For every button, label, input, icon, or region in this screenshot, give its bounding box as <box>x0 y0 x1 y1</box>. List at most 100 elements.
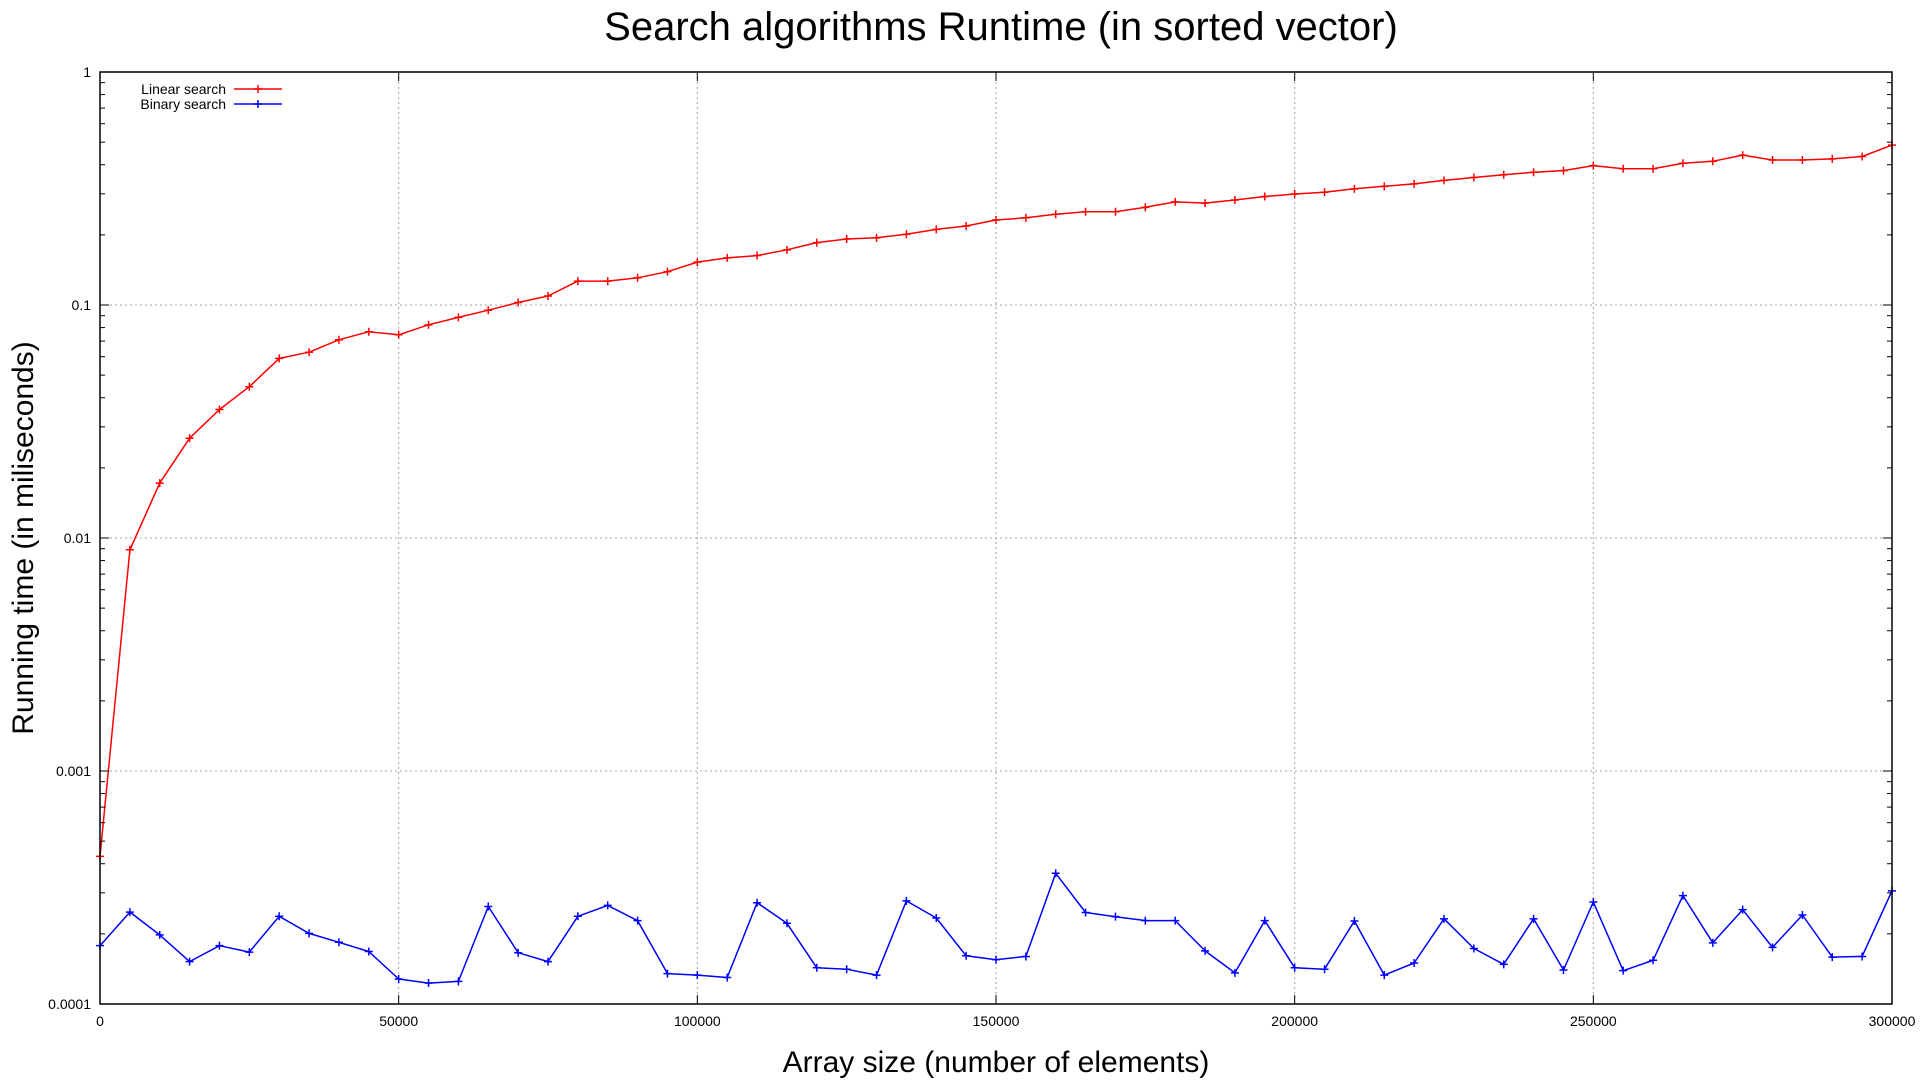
data-point <box>424 979 433 988</box>
data-point <box>573 912 582 921</box>
data-point <box>1320 965 1329 974</box>
data-point <box>782 919 791 928</box>
data-point <box>484 902 493 911</box>
data-point <box>1619 164 1628 173</box>
data-point <box>125 545 134 554</box>
y-tick-label: 0.001 <box>56 763 91 779</box>
data-point <box>1350 184 1359 193</box>
data-point <box>1171 197 1180 206</box>
data-point <box>1320 188 1329 197</box>
data-point <box>1051 869 1060 878</box>
data-point <box>454 977 463 986</box>
data-point <box>275 354 284 363</box>
data-point <box>1380 182 1389 191</box>
series-layer <box>96 141 1896 988</box>
data-point <box>185 434 194 443</box>
data-point <box>992 216 1000 225</box>
data-point <box>364 947 373 956</box>
data-point <box>1260 916 1269 925</box>
data-point <box>782 245 791 254</box>
data-point <box>1499 960 1508 969</box>
data-point <box>1738 151 1747 160</box>
data-point <box>1589 161 1598 170</box>
data-point <box>544 292 552 301</box>
data-point <box>693 258 702 267</box>
data-point <box>125 908 134 917</box>
data-point <box>1619 966 1628 975</box>
data-point <box>364 327 373 336</box>
data-point <box>1559 965 1568 974</box>
data-point <box>812 963 821 972</box>
data-point <box>1081 207 1090 216</box>
data-point <box>573 277 582 286</box>
data-point <box>334 335 343 344</box>
data-point <box>1798 155 1807 164</box>
data-point <box>514 948 523 957</box>
data-point <box>1678 891 1687 900</box>
data-point <box>1738 905 1747 914</box>
data-point <box>334 938 343 947</box>
data-point <box>663 267 672 276</box>
data-point <box>902 230 911 239</box>
data-point <box>1828 953 1837 962</box>
data-point <box>1171 916 1180 925</box>
series-binary-search <box>96 869 1896 988</box>
data-point <box>1141 916 1150 925</box>
data-point <box>245 382 254 391</box>
data-point <box>603 901 612 910</box>
data-point <box>842 965 851 974</box>
data-point <box>1529 168 1538 177</box>
data-point <box>753 898 762 907</box>
data-point <box>1768 155 1777 164</box>
y-tick-label: 0.0001 <box>48 996 91 1012</box>
data-point <box>1290 963 1299 972</box>
data-point <box>1858 952 1867 961</box>
data-point <box>603 277 612 286</box>
data-point <box>1201 199 1210 208</box>
data-point <box>1410 179 1419 188</box>
data-point <box>305 348 314 357</box>
data-point <box>1559 166 1568 175</box>
data-point <box>544 957 552 966</box>
data-point <box>812 238 821 247</box>
x-axis-title: Array size (number of elements) <box>783 1046 1210 1079</box>
data-point <box>1828 154 1837 163</box>
data-point <box>514 298 523 307</box>
y-tick-label: 1 <box>83 64 91 80</box>
data-point <box>1708 938 1717 947</box>
y-axis-title: Running time (in miliseconds) <box>7 341 40 735</box>
data-point <box>155 930 164 939</box>
y-tick-label: 0.1 <box>72 297 92 313</box>
data-point <box>842 235 851 244</box>
data-point <box>215 405 224 414</box>
chart-title: Search algorithms Runtime (in sorted vec… <box>604 5 1398 49</box>
y-axis: 0.0001 0.001 0.01 0.1 1 <box>48 64 1892 1012</box>
data-point <box>394 975 403 984</box>
legend-label-linear-search: Linear search <box>141 81 226 97</box>
data-point <box>454 313 463 322</box>
data-point <box>275 912 284 921</box>
data-point <box>1051 210 1060 219</box>
data-point <box>1111 912 1120 921</box>
data-point <box>1499 170 1508 179</box>
x-tick-label: 150000 <box>973 1013 1020 1029</box>
data-point <box>1678 159 1687 168</box>
data-point <box>1469 173 1478 182</box>
data-point <box>992 955 1000 964</box>
legend-label-binary-search: Binary search <box>140 96 226 112</box>
data-point <box>1081 908 1090 917</box>
data-point <box>1529 914 1538 923</box>
data-point <box>1440 914 1448 923</box>
x-axis: 0 50000 100000 150000 200000 250000 300000 <box>96 72 1916 1029</box>
data-point <box>215 941 224 950</box>
data-point <box>1111 207 1120 216</box>
data-point <box>1380 971 1389 980</box>
y-tick-label: 0.01 <box>64 530 91 546</box>
data-point <box>484 306 493 315</box>
x-tick-label: 200000 <box>1271 1013 1318 1029</box>
data-point <box>305 929 314 938</box>
data-point <box>1649 956 1658 965</box>
